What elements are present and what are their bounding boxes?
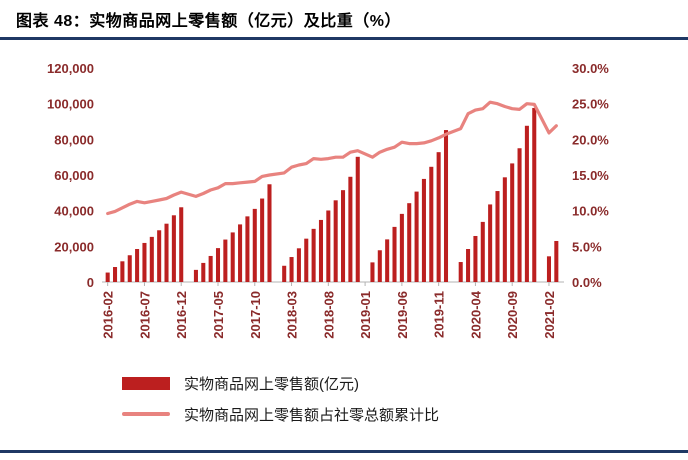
chart-title: 图表 48：实物商品网上零售额（亿元）及比重（%） bbox=[16, 12, 401, 30]
svg-text:25.0%: 25.0% bbox=[572, 97, 609, 112]
chart-canvas: 020,00040,00060,00080,000100,000120,0000… bbox=[47, 61, 609, 339]
svg-text:2019-01: 2019-01 bbox=[358, 291, 373, 339]
svg-text:2021-02: 2021-02 bbox=[542, 291, 557, 339]
legend-item-bar: 实物商品网上零售额(亿元) bbox=[122, 372, 688, 394]
svg-text:2016-07: 2016-07 bbox=[137, 291, 152, 339]
legend-label-bar: 实物商品网上零售额(亿元) bbox=[184, 375, 359, 393]
svg-text:30.0%: 30.0% bbox=[572, 61, 609, 76]
svg-text:2019-06: 2019-06 bbox=[395, 291, 410, 339]
bar-series bbox=[105, 107, 559, 282]
legend-item-line: 实物商品网上零售额占社零总额累计比 bbox=[122, 403, 688, 425]
svg-text:100,000: 100,000 bbox=[47, 97, 94, 112]
svg-text:2020-09: 2020-09 bbox=[505, 291, 520, 339]
left-axis-labels: 0 20,000 40,000 60,000 80,000 100,000 120,000 bbox=[47, 61, 94, 290]
svg-text:40,000: 40,000 bbox=[54, 204, 94, 219]
svg-text:2018-03: 2018-03 bbox=[285, 291, 300, 339]
svg-text:20,000: 20,000 bbox=[54, 239, 94, 254]
ratio-line bbox=[106, 100, 558, 216]
svg-text:2019-11: 2019-11 bbox=[432, 291, 447, 338]
svg-text:5.0%: 5.0% bbox=[572, 239, 602, 254]
bottom-divider bbox=[0, 450, 688, 453]
svg-text:2016-12: 2016-12 bbox=[174, 291, 189, 339]
svg-text:2017-10: 2017-10 bbox=[248, 291, 263, 339]
svg-text:60,000: 60,000 bbox=[54, 168, 94, 183]
svg-text:2020-04: 2020-04 bbox=[468, 290, 483, 338]
line-series-swatch bbox=[122, 412, 170, 416]
svg-text:2017-05: 2017-05 bbox=[211, 291, 226, 339]
svg-text:120,000: 120,000 bbox=[47, 61, 94, 76]
right-axis-labels: 0.0% 5.0% 10.0% 15.0% 20.0% 25.0% 30.0% bbox=[572, 61, 609, 290]
svg-text:0.0%: 0.0% bbox=[572, 275, 602, 290]
svg-text:2018-08: 2018-08 bbox=[321, 291, 336, 339]
svg-text:0: 0 bbox=[87, 275, 94, 290]
svg-text:80,000: 80,000 bbox=[54, 132, 94, 147]
svg-text:20.0%: 20.0% bbox=[572, 132, 609, 147]
svg-text:15.0%: 15.0% bbox=[572, 168, 609, 183]
bar-series-swatch bbox=[122, 376, 170, 390]
svg-text:10.0%: 10.0% bbox=[572, 204, 609, 219]
legend-label-line: 实物商品网上零售额占社零总额累计比 bbox=[184, 406, 440, 424]
figure-header: 图表 48：实物商品网上零售额（亿元）及比重（%） bbox=[0, 0, 688, 40]
svg-text:2016-02: 2016-02 bbox=[101, 291, 116, 339]
chart-legend: 实物商品网上零售额(亿元) 实物商品网上零售额占社零总额累计比 bbox=[0, 360, 688, 425]
x-axis-labels: 2016-02 2016-07 2016-12 2017-05 2017-10 2018-… bbox=[101, 282, 557, 339]
